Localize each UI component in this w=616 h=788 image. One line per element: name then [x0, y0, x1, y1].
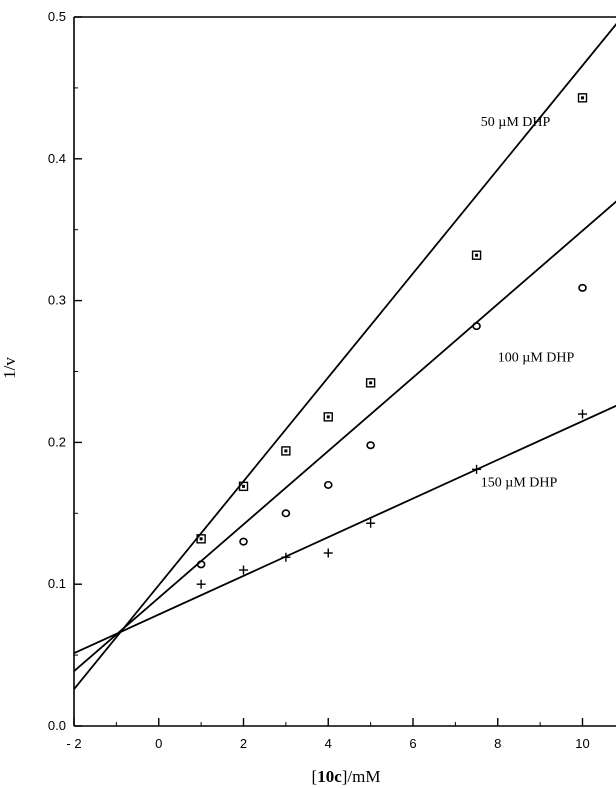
y-tick-label: 0.3: [48, 293, 66, 308]
x-tick-label: 2: [240, 736, 247, 751]
x-tick-label: 6: [409, 736, 416, 751]
point-circle: [196, 560, 206, 569]
point-circle: [323, 480, 333, 489]
point-square: [196, 534, 206, 544]
x-axis-title-suffix: ]/mM: [342, 767, 381, 786]
point-plus: [196, 579, 206, 589]
point-plus: [323, 548, 333, 558]
y-tick-label: 0.5: [48, 9, 66, 24]
x-axis-title-prefix: [: [312, 767, 318, 786]
fit-lines: [73, 22, 616, 690]
point-plus: [578, 409, 587, 419]
y-axis-title: 1/v: [0, 357, 19, 379]
point-square: [365, 378, 376, 388]
y-tick-label: 0.1: [48, 576, 66, 591]
x-tick-label: 0: [155, 736, 162, 751]
fit-line-square: [73, 22, 616, 690]
point-circle: [472, 322, 481, 331]
series-labels: 50 µM DHP 100 µM DHP 150 µM DHP: [481, 115, 575, 490]
point-circle: [239, 537, 248, 546]
data-points: [196, 93, 588, 589]
fit-line-circle: [73, 200, 616, 672]
point-plus: [239, 565, 248, 575]
x-tick-label: - 2: [66, 736, 81, 751]
series-label-circle: 100 µM DHP: [498, 351, 575, 366]
point-circle: [578, 283, 587, 292]
fit-line-plus: [73, 404, 616, 655]
y-tick-label: 0.2: [48, 434, 66, 449]
axes: 0.0 0.1 0.2 0.3 0.4 0.5 - 2 0 2 4 6 8 10: [48, 9, 616, 751]
series-label-plus: 150 µM DHP: [481, 475, 558, 490]
point-plus: [281, 552, 291, 562]
point-square: [323, 412, 333, 422]
point-circle: [366, 441, 375, 450]
x-tick-label: 10: [575, 736, 589, 751]
point-square: [238, 481, 249, 492]
x-axis-title: [10c]/mM: [312, 767, 381, 786]
point-square: [577, 93, 588, 103]
point-square: [471, 250, 482, 260]
x-tick-label: 8: [494, 736, 501, 751]
y-tick-label: 0.4: [48, 151, 66, 166]
y-tick-label: 0.0: [48, 718, 66, 733]
x-tick-label: 4: [325, 736, 332, 751]
point-plus: [366, 518, 376, 528]
x-axis-title-bold: 10c: [317, 767, 342, 786]
series-label-square: 50 µM DHP: [481, 115, 551, 130]
point-square: [281, 446, 291, 456]
point-circle: [281, 509, 291, 518]
point-plus: [472, 464, 482, 474]
